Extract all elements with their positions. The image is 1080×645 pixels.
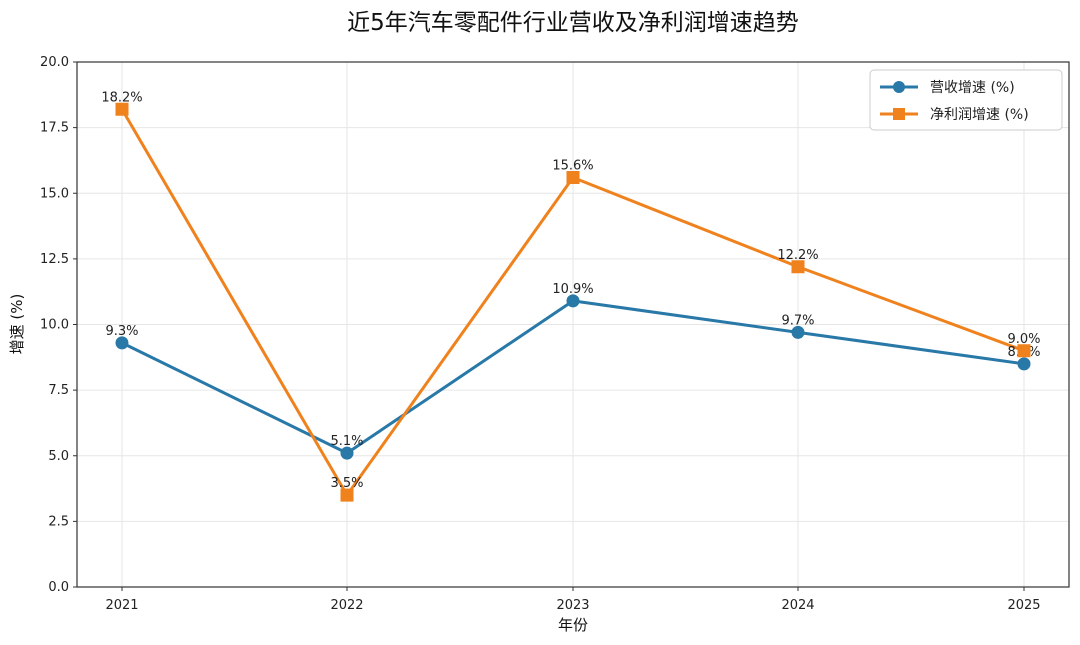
x-tick-label: 2021 <box>105 598 138 613</box>
data-point-1 <box>340 488 354 502</box>
data-point-1 <box>115 102 129 116</box>
legend-marker-profit <box>893 108 905 120</box>
data-label-1: 3.5% <box>330 476 363 491</box>
data-label-0: 10.9% <box>552 282 593 297</box>
legend-label-profit: 净利润增速 (%) <box>930 107 1029 123</box>
x-tick-label: 2022 <box>330 598 363 613</box>
data-point-0 <box>566 294 580 308</box>
series-layer: 9.3%5.1%10.9%9.7%8.5%18.2%3.5%15.6%12.2%… <box>101 90 1041 502</box>
grid <box>77 61 1069 588</box>
legend-label-revenue: 营收增速 (%) <box>930 80 1015 96</box>
data-label-1: 9.0% <box>1007 332 1040 347</box>
y-tick-label: 17.5 <box>40 121 69 136</box>
y-tick-label: 7.5 <box>48 383 69 398</box>
chart-title: 近5年汽车零配件行业营收及净利润增速趋势 <box>347 10 799 36</box>
x-axis-label: 年份 <box>558 616 588 634</box>
y-tick-label: 2.5 <box>48 514 69 529</box>
legend: 营收增速 (%) 净利润增速 (%) <box>869 69 1063 131</box>
x-tick-label: 2024 <box>781 598 814 613</box>
data-label-0: 5.1% <box>330 434 363 449</box>
data-point-1 <box>566 171 580 184</box>
data-label-1: 12.2% <box>777 248 818 263</box>
data-point-1 <box>791 260 805 274</box>
y-tick-label: 15.0 <box>40 186 69 201</box>
plot-frame <box>76 61 1070 588</box>
data-point-0 <box>115 336 129 350</box>
y-tick-label: 5.0 <box>48 449 69 464</box>
y-axis-label: 增速 (%) <box>8 294 26 355</box>
legend-marker-revenue <box>893 81 905 93</box>
data-point-0 <box>1017 357 1031 371</box>
data-label-1: 18.2% <box>101 90 142 105</box>
x-tick-label: 2025 <box>1007 598 1040 613</box>
y-tick-label: 20.0 <box>40 55 69 70</box>
y-tick-label: 10.0 <box>40 318 69 333</box>
data-point-0 <box>791 325 805 339</box>
data-point-1 <box>1017 344 1031 358</box>
y-tick-label: 0.0 <box>48 580 69 595</box>
x-tick-label: 2023 <box>556 598 589 613</box>
data-label-0: 9.3% <box>105 324 138 339</box>
data-point-0 <box>340 446 354 460</box>
x-axis-ticks: 2021 2022 2023 2024 2025 <box>105 587 1041 613</box>
y-tick-label: 12.5 <box>40 252 69 267</box>
y-axis-ticks: 0.0 2.5 5.0 7.5 10.0 12.5 15.0 17.5 20.0 <box>40 55 77 595</box>
data-label-0: 9.7% <box>781 313 814 328</box>
data-label-1: 15.6% <box>552 159 593 174</box>
